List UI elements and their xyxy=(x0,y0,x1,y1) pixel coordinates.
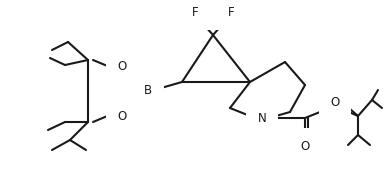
Text: N: N xyxy=(258,112,266,124)
Text: B: B xyxy=(144,83,152,97)
Text: O: O xyxy=(300,139,310,153)
Text: F: F xyxy=(192,6,198,18)
Text: O: O xyxy=(117,109,127,123)
Text: F: F xyxy=(228,6,234,18)
Text: O: O xyxy=(330,97,340,109)
Text: O: O xyxy=(117,59,127,73)
